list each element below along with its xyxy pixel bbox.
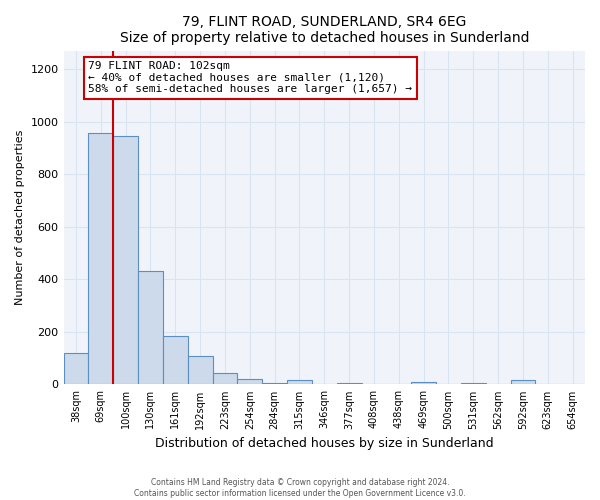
Bar <box>287 380 312 384</box>
Bar <box>88 134 113 384</box>
Bar <box>212 372 238 384</box>
Bar <box>188 356 212 384</box>
Bar <box>461 383 485 384</box>
Text: 79 FLINT ROAD: 102sqm
← 40% of detached houses are smaller (1,120)
58% of semi-d: 79 FLINT ROAD: 102sqm ← 40% of detached … <box>88 61 412 94</box>
Bar <box>163 336 188 384</box>
Text: Contains HM Land Registry data © Crown copyright and database right 2024.
Contai: Contains HM Land Registry data © Crown c… <box>134 478 466 498</box>
Y-axis label: Number of detached properties: Number of detached properties <box>15 130 25 305</box>
Title: 79, FLINT ROAD, SUNDERLAND, SR4 6EG
Size of property relative to detached houses: 79, FLINT ROAD, SUNDERLAND, SR4 6EG Size… <box>119 15 529 45</box>
Bar <box>511 380 535 384</box>
X-axis label: Distribution of detached houses by size in Sunderland: Distribution of detached houses by size … <box>155 437 494 450</box>
Bar <box>113 136 138 384</box>
Bar <box>337 383 362 384</box>
Bar <box>138 272 163 384</box>
Bar <box>262 383 287 384</box>
Bar <box>411 382 436 384</box>
Bar <box>64 353 88 384</box>
Bar <box>238 379 262 384</box>
